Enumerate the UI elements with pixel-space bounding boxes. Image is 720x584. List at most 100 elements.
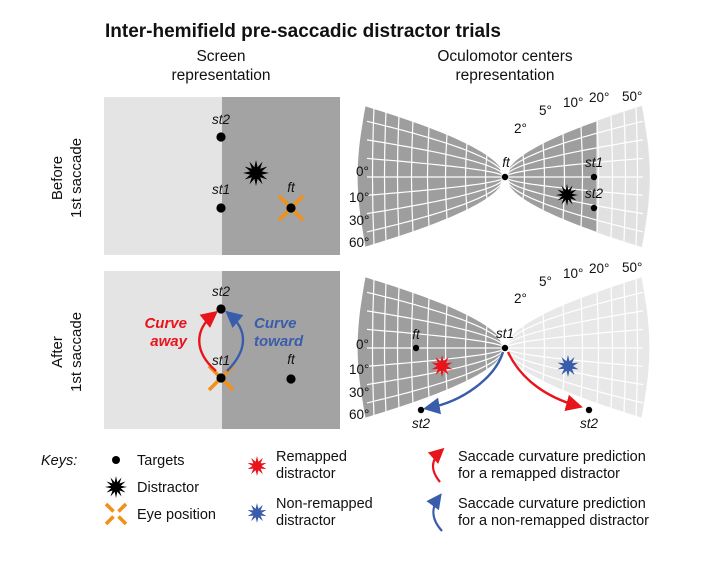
screen-right-hemifield-after bbox=[222, 271, 340, 429]
ft-label-after: ft bbox=[287, 352, 296, 367]
row-label-after: After 1st saccade bbox=[49, 312, 85, 392]
st2-map-label-after-left: st2 bbox=[412, 416, 431, 431]
st2-map-dot-after-right bbox=[585, 406, 593, 414]
oculomotor-heading-line2: representation bbox=[455, 67, 554, 84]
angle-tick-10-before: 10° bbox=[563, 95, 583, 110]
ecc-tick-60-after: 60° bbox=[349, 407, 369, 422]
oculomotor-heading-line1: Oculomotor centers bbox=[437, 48, 572, 65]
eye-position-mark bbox=[104, 502, 115, 513]
eye-position-mark bbox=[207, 364, 220, 377]
curve-toward-arrow bbox=[225, 310, 245, 372]
screen-heading-line1: Screen bbox=[196, 48, 245, 65]
distractor-icon bbox=[556, 184, 578, 206]
st2-label-before: st2 bbox=[212, 112, 231, 127]
keys-legend: Keys: Targets Distractor Eye position Re… bbox=[41, 447, 649, 532]
key-distractor-label: Distractor bbox=[137, 480, 199, 496]
map-grid-line bbox=[366, 157, 506, 178]
angle-tick-5-before: 5° bbox=[539, 103, 552, 118]
eye-position-mark bbox=[292, 209, 305, 222]
map-grid-line bbox=[504, 120, 644, 178]
st1-map-dot-after bbox=[501, 344, 509, 352]
angle-tick-2-before: 2° bbox=[514, 121, 527, 136]
screen-panel-before: st2 st1 ft bbox=[104, 97, 340, 255]
distractor-shape bbox=[105, 476, 127, 498]
st2-map-dot-before bbox=[590, 204, 598, 212]
target-st1-before bbox=[216, 203, 226, 213]
map-grid-line bbox=[504, 176, 644, 196]
remapped-distractor-icon bbox=[247, 456, 267, 476]
non-remapped-distractor-shape bbox=[247, 503, 267, 523]
key-remapped-line1: Remapped bbox=[276, 449, 347, 465]
ecc-tick-10-before: 10° bbox=[349, 190, 369, 205]
map-grid-line bbox=[504, 176, 644, 233]
ft-label-before: ft bbox=[287, 180, 296, 195]
fixation-target-after bbox=[286, 374, 296, 384]
st1-map-label-after: st1 bbox=[496, 326, 514, 341]
map-grid-line bbox=[504, 176, 644, 215]
st2-label-after: st2 bbox=[212, 284, 231, 299]
map-grid-line bbox=[504, 291, 644, 349]
angle-tick-50-after: 50° bbox=[622, 260, 642, 275]
map-grid-line bbox=[504, 328, 644, 349]
key-remapped-prediction-line2: for a remapped distractor bbox=[458, 466, 620, 482]
eye-position-mark bbox=[117, 515, 128, 526]
st1-map-label-before: st1 bbox=[585, 155, 603, 170]
non-remapped-distractor-shape bbox=[557, 355, 579, 377]
map-grid-line bbox=[504, 139, 644, 178]
angle-tick-5-after: 5° bbox=[539, 274, 552, 289]
row-label-before: Before 1st saccade bbox=[49, 138, 85, 218]
st2-map-label-after-right: st2 bbox=[580, 416, 599, 431]
key-eye-position-label: Eye position bbox=[137, 507, 216, 523]
figure-title: Inter-hemifield pre-saccadic distractor … bbox=[105, 21, 501, 42]
eye-position-icon bbox=[277, 194, 305, 222]
map-grid-line bbox=[366, 347, 506, 386]
fixation-target-before bbox=[286, 203, 296, 213]
map-grid-line bbox=[366, 291, 506, 349]
key-blue-curve-icon bbox=[426, 493, 443, 532]
map-grid-line bbox=[366, 176, 506, 233]
target-st1-after bbox=[216, 373, 226, 383]
map-grid-line bbox=[366, 310, 506, 349]
eye-position-icon bbox=[104, 502, 128, 526]
map-grid-line bbox=[504, 310, 644, 349]
collicular-map-after bbox=[356, 275, 651, 420]
non-remapped-distractor-icon bbox=[557, 355, 579, 377]
row-label-before-line1: Before bbox=[49, 156, 66, 200]
map-grid-line bbox=[504, 347, 644, 386]
st1-map-dot-before bbox=[590, 173, 598, 181]
map-grid-line bbox=[366, 347, 506, 404]
map-grid-line bbox=[366, 328, 506, 349]
collicular-map-before bbox=[356, 104, 651, 249]
ft-map-label-after: ft bbox=[412, 327, 421, 342]
eye-position-mark bbox=[292, 194, 305, 207]
eye-position-mark bbox=[207, 379, 220, 392]
key-target-icon bbox=[112, 456, 120, 464]
remapped-distractor-shape bbox=[247, 456, 267, 476]
row-label-after-line2: 1st saccade bbox=[68, 312, 85, 392]
key-targets-label: Targets bbox=[137, 453, 185, 469]
screen-heading-line2: representation bbox=[171, 67, 270, 84]
ecc-tick-30-after: 30° bbox=[349, 385, 369, 400]
ecc-tick-10-after: 10° bbox=[349, 362, 369, 377]
curve-away-label-line2: away bbox=[150, 333, 187, 350]
target-st2-after bbox=[216, 304, 226, 314]
oculomotor-map-before: 0° 10° 30° 60° 2° 5° 10° 20° 50° ft st1 … bbox=[349, 89, 651, 250]
ecc-tick-30-before: 30° bbox=[349, 213, 369, 228]
map-grid-line bbox=[366, 176, 506, 215]
screen-left-hemifield-after bbox=[104, 271, 222, 429]
ft-map-dot-after bbox=[412, 344, 420, 352]
angle-tick-50-before: 50° bbox=[622, 89, 642, 104]
key-non-remapped-line2: distractor bbox=[276, 513, 336, 529]
ecc-tick-0-before: 0° bbox=[356, 164, 369, 179]
keys-heading: Keys: bbox=[41, 453, 77, 469]
distractor-icon bbox=[243, 160, 269, 186]
angle-tick-20-after: 20° bbox=[589, 261, 609, 276]
eye-position-mark bbox=[104, 515, 115, 526]
key-remapped-line2: distractor bbox=[276, 466, 336, 482]
map-grid-line bbox=[366, 176, 506, 196]
map-grid-line bbox=[504, 347, 644, 367]
eye-position-mark bbox=[277, 194, 290, 207]
target-st2-before bbox=[216, 132, 226, 142]
row-label-after-line1: After bbox=[49, 336, 66, 368]
